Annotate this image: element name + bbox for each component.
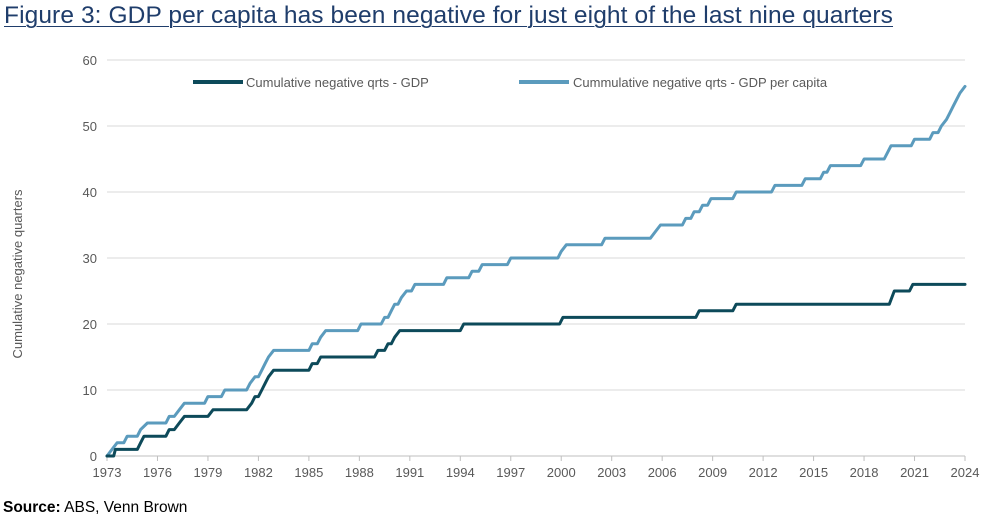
x-tick-label: 2003 [597, 465, 626, 480]
x-tick-label: 1997 [496, 465, 525, 480]
axes [106, 455, 966, 461]
y-tick-label: 20 [83, 317, 97, 332]
series-lines [105, 84, 967, 458]
y-tick-label: 10 [83, 383, 97, 398]
x-tick-label: 2009 [698, 465, 727, 480]
x-tick-label: 1985 [294, 465, 323, 480]
x-tick-label: 1982 [244, 465, 273, 480]
x-tick-label: 1994 [446, 465, 475, 480]
x-tick-label: 2006 [648, 465, 677, 480]
x-tick-label: 1991 [395, 465, 424, 480]
y-tick-label: 50 [83, 119, 97, 134]
x-tick-label: 2012 [749, 465, 778, 480]
y-axis-label: Cumulative negative quarters [10, 189, 25, 359]
x-tick-label: 1973 [93, 465, 122, 480]
x-tick-labels: 1973 1976 1979 1982 1985 1988 1991 1994 1997 2000… [93, 465, 980, 480]
chart-title: Figure 3: GDP per capita has been negati… [4, 2, 894, 29]
y-tick-labels: 0 10 20 30 40 50 60 [83, 53, 97, 464]
legend: Cumulative negative qrts - GDP Cummulati… [193, 75, 828, 90]
legend-label-gdp-per-capita: Cummulative negative qrts - GDP per capi… [573, 75, 828, 90]
y-tick-label: 0 [90, 449, 97, 464]
x-tick-label: 2021 [900, 465, 929, 480]
y-tick-label: 60 [83, 53, 97, 68]
x-tick-label: 2024 [951, 465, 980, 480]
x-tick-label: 1976 [143, 465, 172, 480]
series-line-gdp [105, 282, 967, 458]
legend-label-gdp: Cumulative negative qrts - GDP [246, 75, 429, 90]
source-label: Source: [3, 499, 61, 516]
gridlines [107, 59, 965, 391]
x-tick-label: 2000 [547, 465, 576, 480]
x-tick-label: 2015 [799, 465, 828, 480]
source-text: ABS, Venn Brown [60, 499, 188, 516]
x-tick-label: 1988 [345, 465, 374, 480]
source-note: Source: ABS, Venn Brown [3, 499, 187, 517]
series-line-gdp-per-capita [105, 84, 967, 458]
y-tick-label: 40 [83, 185, 97, 200]
x-tick-label: 2018 [850, 465, 879, 480]
y-tick-label: 30 [83, 251, 97, 266]
x-tick-label: 1979 [193, 465, 222, 480]
